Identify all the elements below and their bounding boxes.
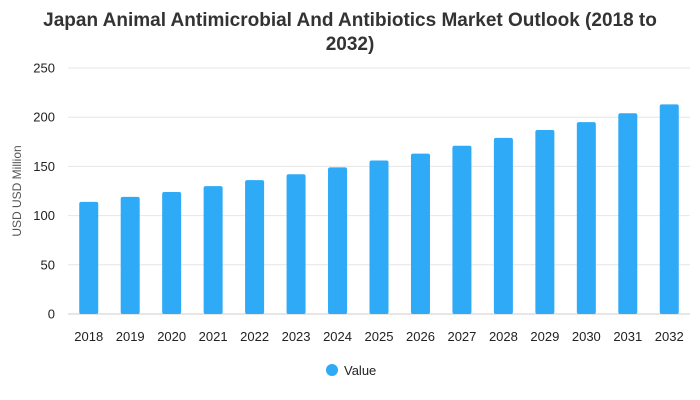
bar-2019[interactable]: [120, 196, 140, 314]
bars: [79, 104, 679, 315]
x-axis-ticks: 2018 2019 2020 2021 2022 2023 2024 2025 2026 2027…: [74, 329, 683, 344]
x-tick-label: 2030: [572, 329, 601, 344]
x-tick-label: 2027: [447, 329, 476, 344]
bar-2023[interactable]: [286, 174, 306, 314]
y-tick-label: 0: [48, 307, 55, 322]
y-tick-label: 50: [41, 257, 55, 272]
y-tick-label: 200: [33, 110, 55, 125]
y-tick-label: 100: [33, 208, 55, 223]
x-tick-label: 2032: [655, 329, 684, 344]
bar-2021[interactable]: [203, 186, 223, 314]
x-tick-label: 2026: [406, 329, 435, 344]
x-tick-label: 2019: [116, 329, 145, 344]
x-tick-label: 2022: [240, 329, 269, 344]
bar-2025[interactable]: [369, 160, 389, 314]
y-tick-label: 250: [33, 61, 55, 76]
bar-2024[interactable]: [328, 167, 348, 314]
bar-2029[interactable]: [535, 129, 555, 314]
legend-label: Value: [344, 363, 376, 378]
chart-title-line-2: 2032): [326, 34, 375, 55]
x-tick-label: 2021: [199, 329, 228, 344]
x-tick-label: 2024: [323, 329, 352, 344]
bar-2018[interactable]: [79, 201, 99, 314]
bar-2032[interactable]: [659, 104, 679, 315]
x-tick-label: 2029: [530, 329, 559, 344]
bar-2028[interactable]: [493, 137, 513, 314]
y-axis-label: USD USD Million: [10, 145, 24, 236]
legend[interactable]: Value: [326, 363, 376, 378]
legend-marker: [326, 364, 338, 376]
bar-2031[interactable]: [618, 113, 638, 314]
x-tick-label: 2018: [74, 329, 103, 344]
bar-2022[interactable]: [245, 180, 265, 314]
bar-2030[interactable]: [576, 122, 596, 315]
bar-2020[interactable]: [162, 191, 182, 314]
chart-title-line-1: Japan Animal Antimicrobial And Antibioti…: [43, 10, 657, 31]
x-tick-label: 2020: [157, 329, 186, 344]
bar-2026[interactable]: [410, 153, 430, 314]
x-tick-label: 2028: [489, 329, 518, 344]
x-tick-label: 2031: [613, 329, 642, 344]
y-tick-label: 150: [33, 159, 55, 174]
bar-2027[interactable]: [452, 145, 472, 314]
x-tick-label: 2025: [365, 329, 394, 344]
x-tick-label: 2023: [282, 329, 311, 344]
y-axis-ticks: 0 50 100 150 200 250: [33, 61, 55, 322]
